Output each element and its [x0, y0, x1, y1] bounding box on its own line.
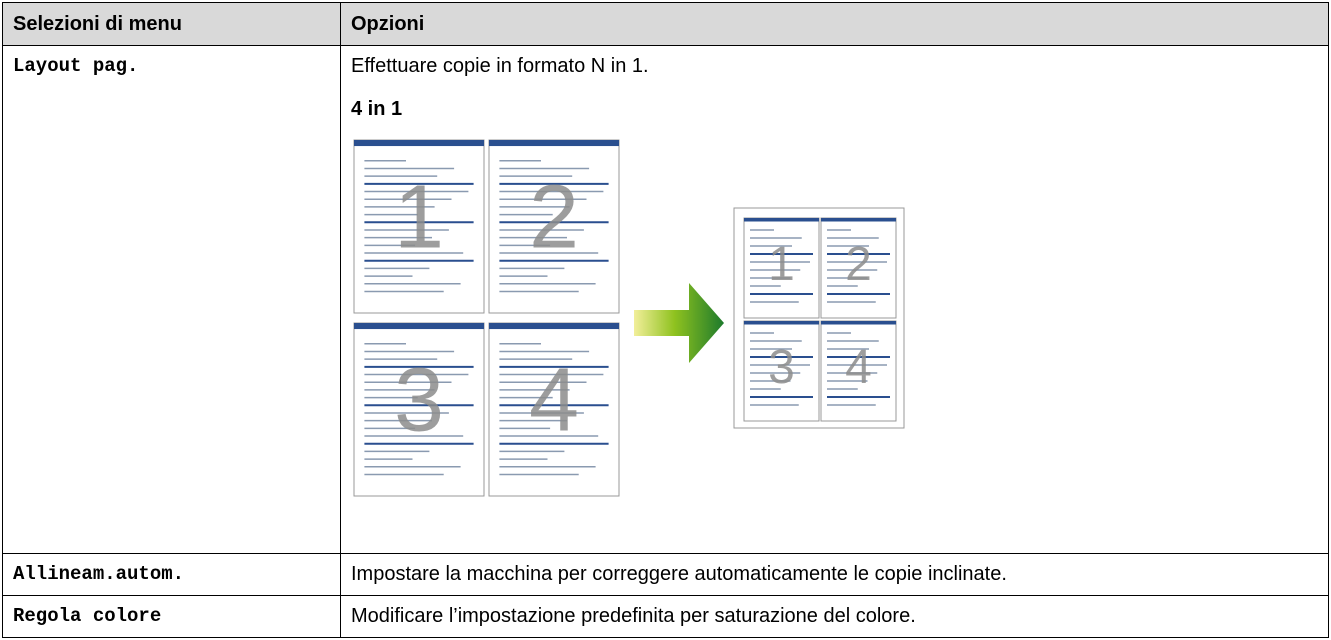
page-header-bar	[489, 140, 619, 147]
row: Regola colore Modificare l’impostazione …	[2, 595, 1329, 638]
page-header-bar	[821, 218, 896, 222]
subheading: 4 in 1	[351, 98, 403, 120]
page-number: 4	[845, 341, 872, 394]
page-number: 2	[845, 238, 872, 291]
description: Effettuare copie in formato N in 1.	[351, 55, 649, 77]
menu-cell: Regola colore	[2, 595, 341, 638]
page-header-bar	[354, 140, 484, 147]
page-header-bar	[821, 321, 896, 325]
menu-cell: Allineam.autom.	[2, 553, 341, 596]
page-header-bar	[489, 323, 619, 330]
illustration: 1 23 41 23 4	[353, 139, 905, 497]
menu-cell: Layout pag.	[2, 45, 341, 554]
page-header-bar	[354, 323, 484, 330]
page-header-bar	[744, 218, 819, 222]
row: Allineam.autom. Impostare la macchina pe…	[2, 553, 1329, 596]
page-number: 3	[394, 350, 444, 450]
page-number: 4	[529, 350, 579, 450]
option-cell: Effettuare copie in formato N in 1. 4 in…	[340, 45, 1329, 554]
page-header-bar	[744, 321, 819, 325]
header-row: Selezioni di menu Opzioni	[2, 2, 1329, 46]
option-cell: Impostare la macchina per correggere aut…	[340, 553, 1329, 596]
option-cell: Modificare l’impostazione predefinita pe…	[340, 595, 1329, 638]
header-cell: Selezioni di menu	[2, 2, 341, 46]
header-cell: Opzioni	[340, 2, 1329, 46]
arrow	[634, 283, 724, 363]
page-number: 2	[529, 167, 579, 267]
page-number: 1	[394, 167, 444, 267]
row: Layout pag. Effettuare copie in formato …	[2, 45, 1329, 554]
page-number: 1	[768, 238, 795, 291]
page-number: 3	[768, 341, 795, 394]
